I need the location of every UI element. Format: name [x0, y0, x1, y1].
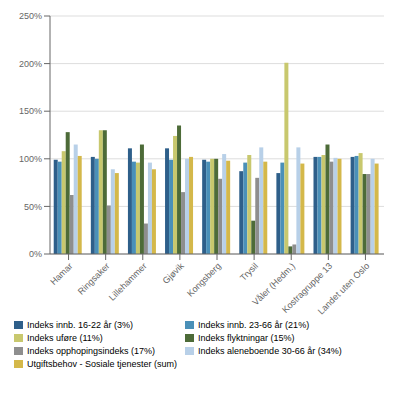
html-text:Indeks flyktningar (15%): Indeks flyktningar (15%) — [198, 333, 295, 343]
html-text:Indeks aleneboende 30-66 år (3: Indeks aleneboende 30-66 år (34%) — [198, 346, 342, 356]
html-text:Indeks opphopingsindeks (17%): Indeks opphopingsindeks (17%) — [27, 346, 156, 356]
svg-text:Våler (Hedm.): Våler (Hedm.) — [250, 260, 298, 308]
svg-text:200%: 200% — [19, 59, 42, 69]
svg-text:Kostragruppe 13: Kostragruppe 13 — [280, 260, 335, 315]
svg-text:Kongsberg: Kongsberg — [185, 261, 223, 299]
svg-text:0%: 0% — [29, 249, 42, 259]
html-text:Indeks innb. 23-66 år (21%): Indeks innb. 23-66 år (21%) — [198, 320, 310, 330]
html-text:Utgiftsbehov - Sosiale tjenest: Utgiftsbehov - Sosiale tjenester (sum) — [27, 359, 178, 369]
html-text:Indeks innb. 16-22 år (3%): Indeks innb. 16-22 år (3%) — [27, 320, 134, 330]
svg-text:100%: 100% — [19, 154, 42, 164]
svg-text:250%: 250% — [19, 11, 42, 21]
svg-text:Gjøvik: Gjøvik — [161, 261, 186, 286]
svg-text:Ringsaker: Ringsaker — [76, 261, 112, 297]
svg-text:150%: 150% — [19, 106, 42, 116]
svg-text:Landet uten Oslo: Landet uten Oslo — [316, 261, 372, 317]
svg-text:50%: 50% — [24, 202, 42, 212]
svg-text:Trysil: Trysil — [238, 261, 260, 283]
svg-text:Lillehammer: Lillehammer — [107, 261, 149, 303]
svg-text:Hamar: Hamar — [48, 261, 74, 287]
html-text:Indeks uføre (11%): Indeks uføre (11%) — [27, 333, 103, 343]
